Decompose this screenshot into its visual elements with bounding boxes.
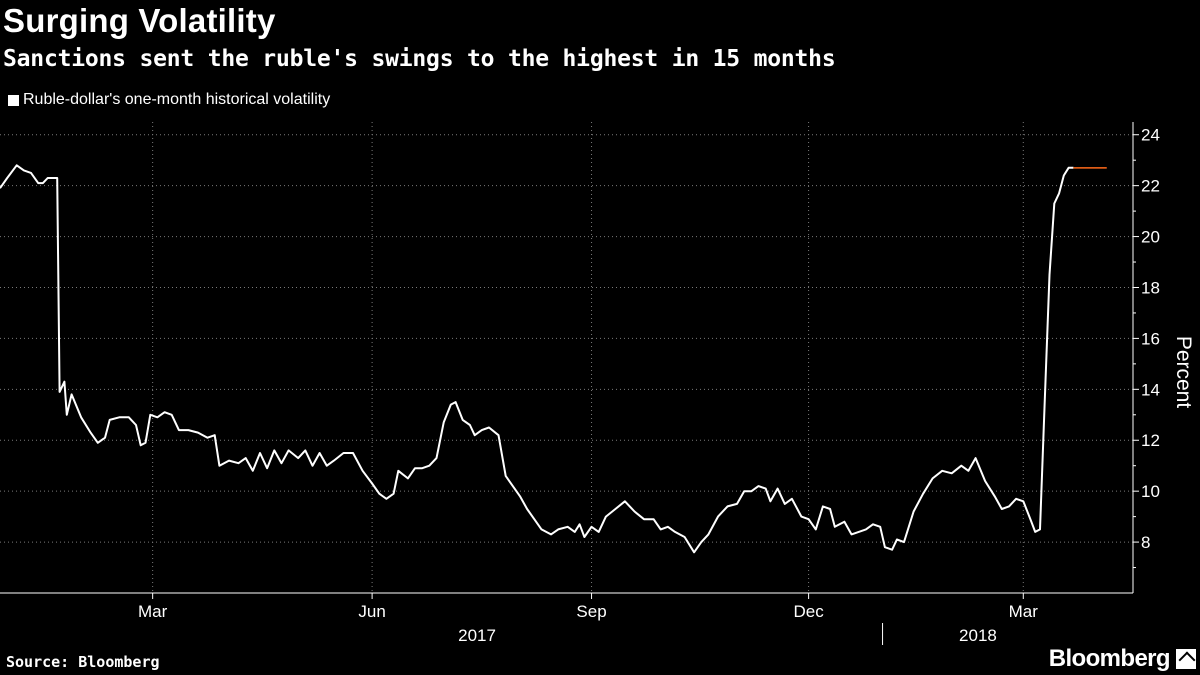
chart-title: Surging Volatility [3, 2, 276, 39]
year-label: 2018 [959, 626, 997, 645]
y-tick-label: 14 [1141, 380, 1160, 399]
x-tick-label: Jun [358, 602, 385, 621]
legend: Ruble-dollar's one-month historical vola… [8, 91, 330, 109]
y-tick-label: 8 [1141, 533, 1150, 552]
y-tick-label: 16 [1141, 329, 1160, 348]
legend-swatch [8, 94, 19, 106]
x-tick-label: Dec [793, 602, 824, 621]
x-tick-label: Mar [138, 602, 168, 621]
bloomberg-logo: Bloomberg [1048, 645, 1171, 672]
y-tick-label: 18 [1141, 278, 1160, 297]
bloomberg-mark-icon [1176, 649, 1196, 669]
y-tick-label: 20 [1141, 228, 1160, 247]
x-tick-label: Mar [1009, 602, 1039, 621]
x-tick-label: Sep [576, 602, 606, 621]
year-label: 2017 [458, 626, 496, 645]
series-line [0, 164, 1074, 554]
source-note: Source: Bloomberg [6, 653, 160, 671]
y-axis-title: Percent [1172, 336, 1195, 409]
series-layer [0, 164, 1107, 554]
y-tick-label: 22 [1141, 177, 1160, 196]
y-tick-label: 10 [1141, 482, 1160, 501]
y-tick-label: 12 [1141, 431, 1160, 450]
y-tick-label: 24 [1141, 126, 1160, 145]
x-axis: Mar Jun Sep Dec Mar 2017 2018 [0, 592, 1133, 645]
legend-label: Ruble-dollar's one-month historical vola… [23, 91, 331, 108]
y-axis: 8 10 12 14 16 18 20 22 24 [1132, 122, 1160, 593]
chart-subtitle: Sanctions sent the ruble's swings to the… [3, 46, 836, 72]
grid [0, 122, 1133, 593]
